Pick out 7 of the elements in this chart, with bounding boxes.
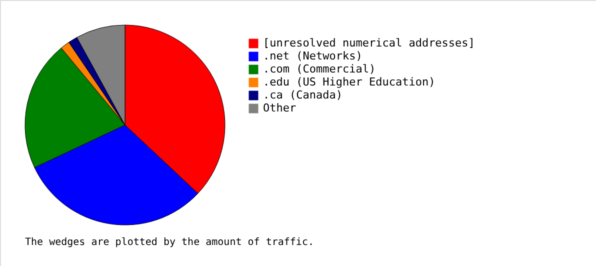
legend-label: Other [263,102,296,114]
legend-label: .ca (Canada) [263,88,342,102]
legend-label: .edu (US Higher Education) [263,76,436,88]
legend-label: .com (Commercial) [263,62,376,76]
legend-label: [unresolved numerical addresses] [263,36,475,50]
text: The wedges are plotted by the amount of traffic. [25,237,314,248]
legend-label: .net (Networks) [263,50,362,62]
